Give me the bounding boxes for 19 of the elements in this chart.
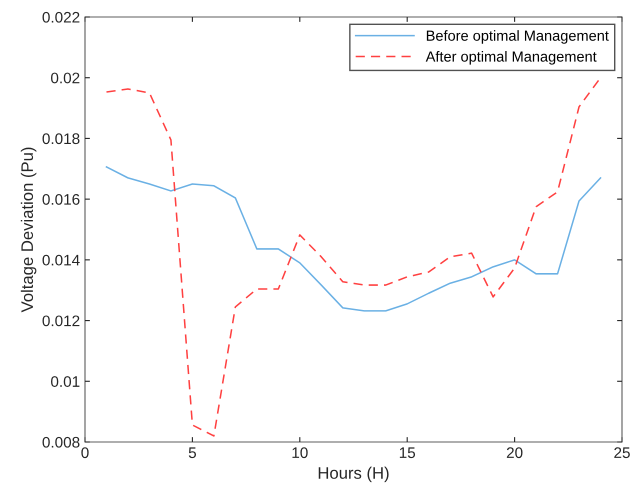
x-tick-label: 5 [188, 447, 196, 458]
x-tick-label: 10 [292, 447, 308, 458]
y-tick-label: 0.018 [42, 133, 80, 144]
y-tick-label: 0.012 [42, 315, 80, 326]
y-tick-label: 0.014 [42, 254, 80, 266]
x-tick-label: 15 [400, 447, 416, 458]
y-axis-title: Voltage Deviation (Pu) [20, 148, 36, 312]
x-tick-label: 0 [81, 447, 89, 458]
legend-label: After optimal Management [426, 51, 597, 65]
y-tick-label: 0.01 [51, 376, 80, 387]
y-tick-label: 0.008 [42, 436, 80, 448]
legend-label: Before optimal Management [426, 30, 609, 44]
y-tick-label: 0.022 [42, 12, 80, 23]
y-tick-label: 0.02 [51, 72, 80, 84]
x-tick-label: 25 [614, 447, 630, 458]
x-axis-title: Hours (H) [318, 466, 389, 482]
y-tick-label: 0.016 [42, 194, 80, 205]
line-series [106, 166, 602, 312]
x-tick-label: 20 [506, 447, 522, 458]
